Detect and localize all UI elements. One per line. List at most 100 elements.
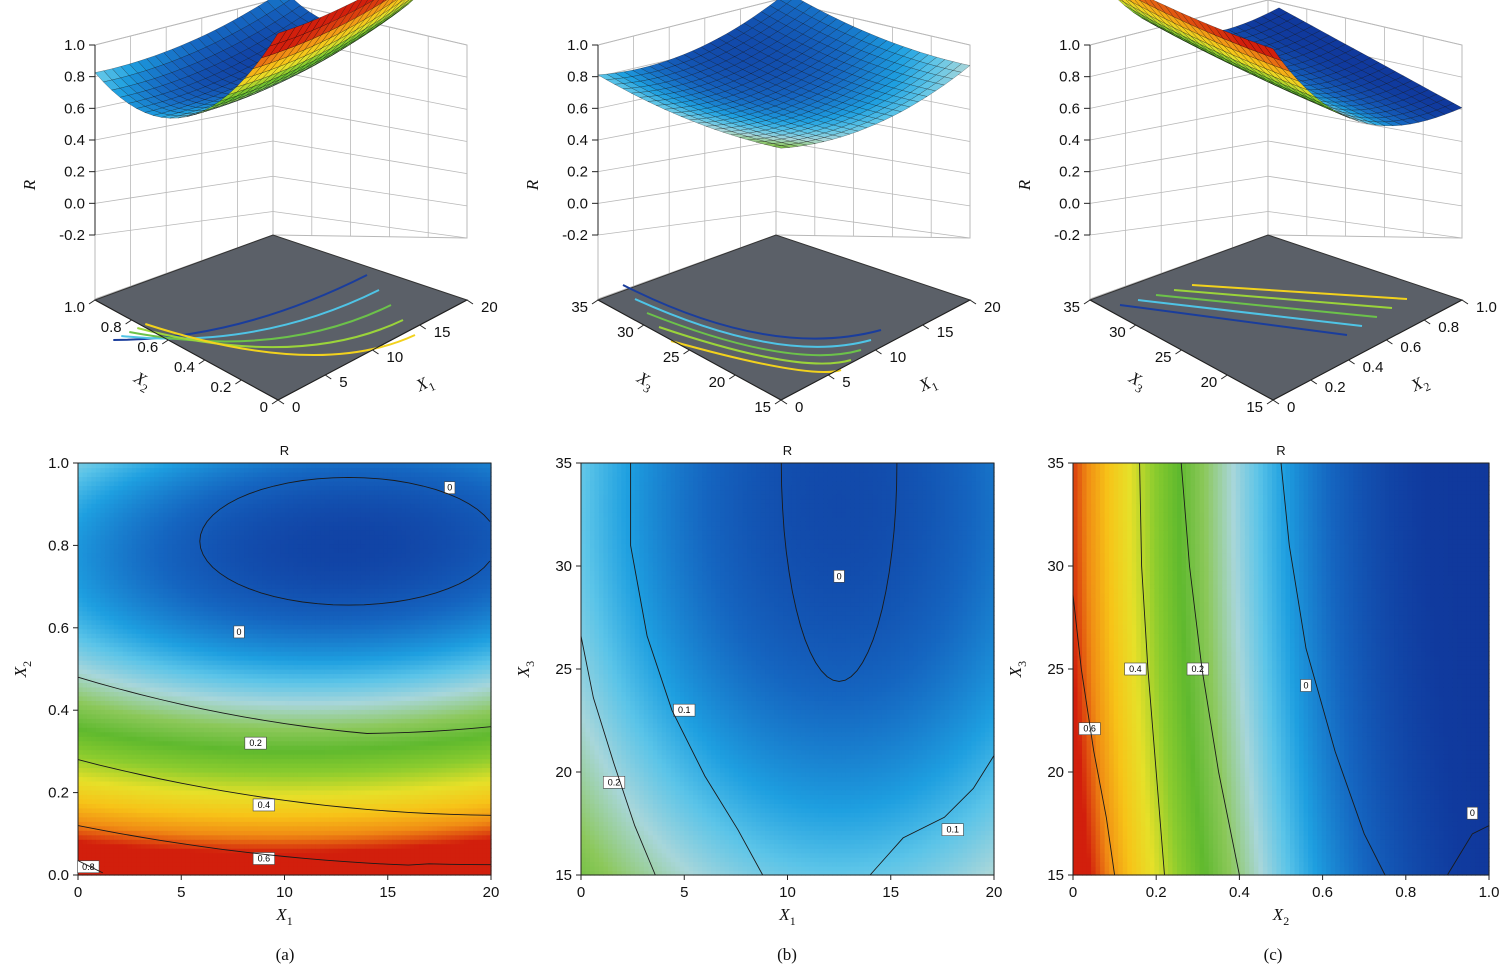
heatmap-cell [230, 861, 236, 867]
heatmap-cell [226, 574, 232, 581]
heatmap-cell [109, 816, 115, 822]
heatmap-cell [230, 727, 236, 733]
heatmap-cell [253, 664, 259, 670]
heatmap-cell [185, 669, 191, 675]
heatmap-cell [320, 780, 326, 787]
heatmap-cell [297, 776, 304, 782]
heatmap-cell [315, 861, 322, 867]
heatmap-cell [140, 825, 146, 831]
heatmap-cell [100, 628, 106, 634]
heatmap-cell [203, 713, 209, 719]
heatmap-cell [118, 646, 124, 652]
heatmap-cell [293, 767, 299, 773]
heatmap-cell [118, 552, 124, 558]
heatmap-cell [230, 503, 236, 509]
heatmap-cell [280, 870, 286, 876]
heatmap-cell [257, 601, 263, 607]
heatmap-cell [149, 615, 155, 621]
heatmap-cell [122, 727, 128, 733]
heatmap-cell [253, 498, 259, 504]
heatmap-cell [185, 745, 191, 751]
heatmap-cell [136, 628, 142, 634]
heatmap-cell [158, 463, 164, 469]
heatmap-cell [248, 713, 254, 719]
heatmap-cell [122, 704, 128, 710]
heatmap-cell [86, 673, 93, 679]
heatmap-cell [176, 718, 182, 724]
heatmap-cell [280, 695, 286, 701]
heatmap-cell [194, 767, 200, 773]
heatmap-cell [288, 785, 295, 791]
heatmap-cell [235, 682, 241, 688]
heatmap-cell [248, 789, 254, 795]
heatmap-cell [131, 767, 137, 773]
heatmap-cell [315, 467, 322, 473]
heatmap-cell [235, 548, 241, 554]
heatmap-cell [190, 521, 196, 527]
heatmap-cell [185, 467, 191, 473]
heatmap-cell [140, 660, 146, 666]
heatmap-cell [203, 772, 209, 778]
heatmap-cell [122, 642, 128, 648]
heatmap-cell [140, 789, 146, 795]
heatmap-cell [185, 579, 191, 585]
heatmap-cell [113, 503, 119, 509]
heatmap-cell [140, 673, 146, 679]
heatmap-cell [302, 772, 308, 778]
heatmap-cell [145, 548, 151, 554]
heatmap-cell [185, 780, 191, 787]
heatmap-cell [217, 798, 223, 804]
heatmap-cell [311, 789, 317, 795]
heatmap-cell [136, 803, 142, 809]
heatmap-cell [306, 709, 313, 715]
heatmap-cell [95, 512, 102, 518]
heatmap-cell [181, 749, 187, 755]
heatmap-cell [284, 722, 290, 728]
heatmap-cell [158, 767, 164, 773]
heatmap-cell [284, 772, 290, 778]
heatmap-cell [140, 722, 146, 728]
heatmap-cell [244, 597, 250, 603]
heatmap-cell [136, 664, 142, 670]
heatmap-cell [140, 861, 146, 867]
heatmap-cell [136, 866, 142, 872]
heatmap-cell [248, 619, 254, 625]
heatmap-cell [315, 592, 322, 598]
heatmap-cell [158, 548, 164, 554]
heatmap-cell [257, 866, 263, 872]
heatmap-cell [113, 803, 119, 809]
heatmap-cell [176, 610, 182, 616]
heatmap-cell [127, 785, 133, 791]
heatmap-cell [78, 803, 84, 809]
heatmap-cell [288, 633, 295, 639]
heatmap-cell [315, 758, 322, 764]
heatmap-cell [78, 682, 84, 688]
heatmap-cell [109, 718, 115, 724]
heatmap-cell [199, 543, 205, 549]
heatmap-cell [149, 480, 155, 486]
heatmap-cell [203, 516, 209, 522]
heatmap-cell [199, 727, 205, 733]
heatmap-cell [253, 642, 259, 648]
heatmap-cell [253, 749, 259, 755]
heatmap-cell [208, 606, 214, 612]
heatmap-cell [311, 857, 317, 863]
heatmap-cell [131, 530, 137, 536]
heatmap-cell [239, 700, 245, 706]
heatmap-cell [280, 530, 286, 536]
heatmap-cell [127, 780, 133, 787]
heatmap-cell [226, 480, 232, 486]
heatmap-cell [100, 839, 106, 845]
heatmap-cell [288, 789, 295, 795]
heatmap-cell [86, 463, 93, 469]
heatmap-cell [235, 673, 241, 679]
heatmap-cell [217, 539, 223, 545]
heatmap-cell [95, 530, 102, 536]
heatmap-cell [163, 494, 169, 500]
heatmap-cell [145, 655, 151, 661]
heatmap-cell [315, 588, 322, 594]
heatmap-cell [172, 745, 178, 751]
heatmap-cell [288, 834, 295, 840]
heatmap-cell [82, 498, 88, 504]
heatmap-cell [203, 789, 209, 795]
